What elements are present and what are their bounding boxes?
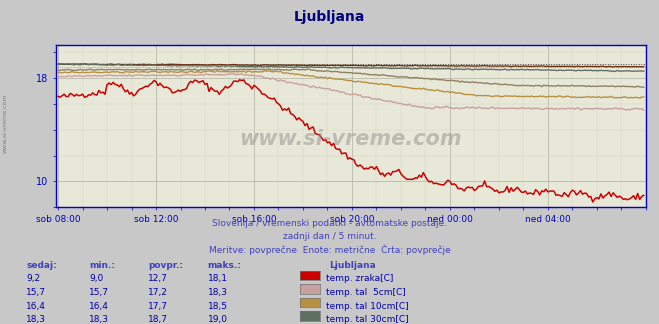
Text: min.:: min.: <box>89 261 115 270</box>
Text: 18,3: 18,3 <box>89 315 109 324</box>
Text: Slovenija / vremenski podatki - avtomatske postaje.: Slovenija / vremenski podatki - avtomats… <box>212 219 447 228</box>
Text: 17,7: 17,7 <box>148 302 168 311</box>
Text: 18,7: 18,7 <box>148 315 168 324</box>
Text: zadnji dan / 5 minut.: zadnji dan / 5 minut. <box>283 232 376 241</box>
Text: 15,7: 15,7 <box>89 288 109 297</box>
Text: Meritve: povprečne  Enote: metrične  Črta: povprečje: Meritve: povprečne Enote: metrične Črta:… <box>209 245 450 255</box>
Text: 18,3: 18,3 <box>208 288 227 297</box>
Text: 19,0: 19,0 <box>208 315 227 324</box>
Text: povpr.:: povpr.: <box>148 261 183 270</box>
Text: 16,4: 16,4 <box>89 302 109 311</box>
Text: Ljubljana: Ljubljana <box>330 261 376 270</box>
Text: temp. tal 30cm[C]: temp. tal 30cm[C] <box>326 315 409 324</box>
Text: 17,2: 17,2 <box>148 288 168 297</box>
Text: sedaj:: sedaj: <box>26 261 57 270</box>
Text: temp. tal 10cm[C]: temp. tal 10cm[C] <box>326 302 409 311</box>
Text: 9,0: 9,0 <box>89 274 103 284</box>
Text: Ljubljana: Ljubljana <box>294 10 365 24</box>
Text: temp. zraka[C]: temp. zraka[C] <box>326 274 393 284</box>
Text: 15,7: 15,7 <box>26 288 46 297</box>
Text: 12,7: 12,7 <box>148 274 168 284</box>
Text: www.si-vreme.com: www.si-vreme.com <box>240 129 462 149</box>
Text: temp. tal  5cm[C]: temp. tal 5cm[C] <box>326 288 406 297</box>
Text: www.si-vreme.com: www.si-vreme.com <box>3 93 8 153</box>
Text: 18,3: 18,3 <box>26 315 46 324</box>
Text: 18,1: 18,1 <box>208 274 227 284</box>
Text: 18,5: 18,5 <box>208 302 227 311</box>
Text: maks.:: maks.: <box>208 261 241 270</box>
Text: 9,2: 9,2 <box>26 274 40 284</box>
Text: 16,4: 16,4 <box>26 302 46 311</box>
